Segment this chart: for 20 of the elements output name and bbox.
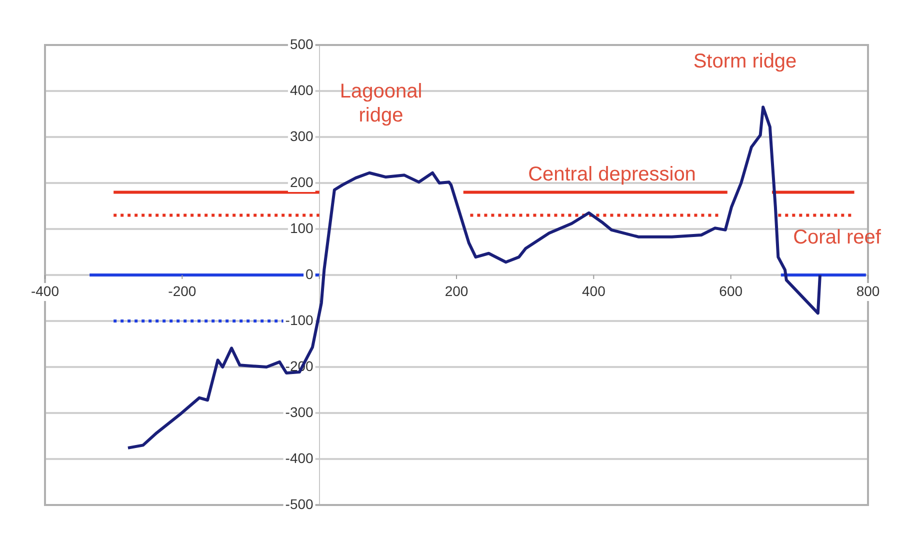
y-tick-label: 200 (290, 174, 314, 190)
x-tick-label: 600 (719, 282, 743, 299)
annotation: Central depression (528, 164, 696, 186)
x-tick-label: -200 (168, 282, 196, 299)
x-tick-label: 200 (444, 282, 468, 299)
x-tick-label: -400 (30, 282, 60, 299)
annotation: Lagoonal ridge (340, 80, 422, 127)
y-tick-label: 400 (290, 82, 314, 98)
y-tick-label: 100 (290, 220, 314, 236)
x-tick-label: 400 (582, 282, 606, 299)
annotation: Coral reef (793, 226, 882, 249)
y-tick-label: -400 (285, 450, 314, 466)
y-tick-label: -300 (285, 404, 314, 420)
y-tick-label: 300 (290, 128, 314, 144)
y-tick-label: 500 (290, 36, 314, 52)
x-tick-label: 800 (856, 282, 880, 299)
annotation: Storm ridge (693, 50, 797, 73)
y-tick-label: -500 (285, 496, 314, 512)
y-tick-label: -100 (285, 312, 314, 328)
y-tick-label: 0 (306, 266, 314, 282)
